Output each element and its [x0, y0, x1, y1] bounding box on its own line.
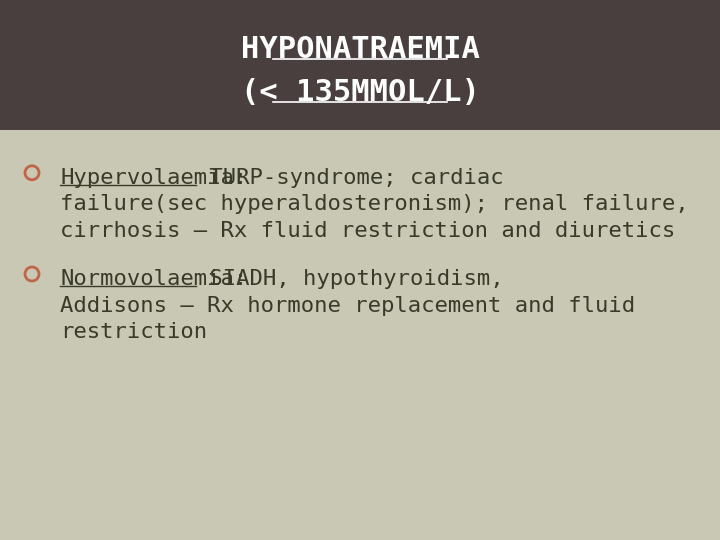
Text: Hypervolaemia:: Hypervolaemia:	[60, 168, 247, 188]
Text: Addisons – Rx hormone replacement and fluid: Addisons – Rx hormone replacement and fl…	[60, 295, 635, 315]
Text: cirrhosis – Rx fluid restriction and diuretics: cirrhosis – Rx fluid restriction and diu…	[60, 221, 675, 241]
FancyBboxPatch shape	[0, 0, 720, 130]
Text: restriction: restriction	[60, 322, 207, 342]
Text: failure(sec hyperaldosteronism); renal failure,: failure(sec hyperaldosteronism); renal f…	[60, 194, 688, 214]
Text: TURP-syndrome; cardiac: TURP-syndrome; cardiac	[196, 168, 503, 188]
Text: (< 135MMOL/L): (< 135MMOL/L)	[240, 78, 480, 107]
Text: Normovolaemia:: Normovolaemia:	[60, 269, 247, 289]
Text: SIADH, hypothyroidism,: SIADH, hypothyroidism,	[196, 269, 503, 289]
Text: HYPONATRAEMIA: HYPONATRAEMIA	[240, 35, 480, 64]
